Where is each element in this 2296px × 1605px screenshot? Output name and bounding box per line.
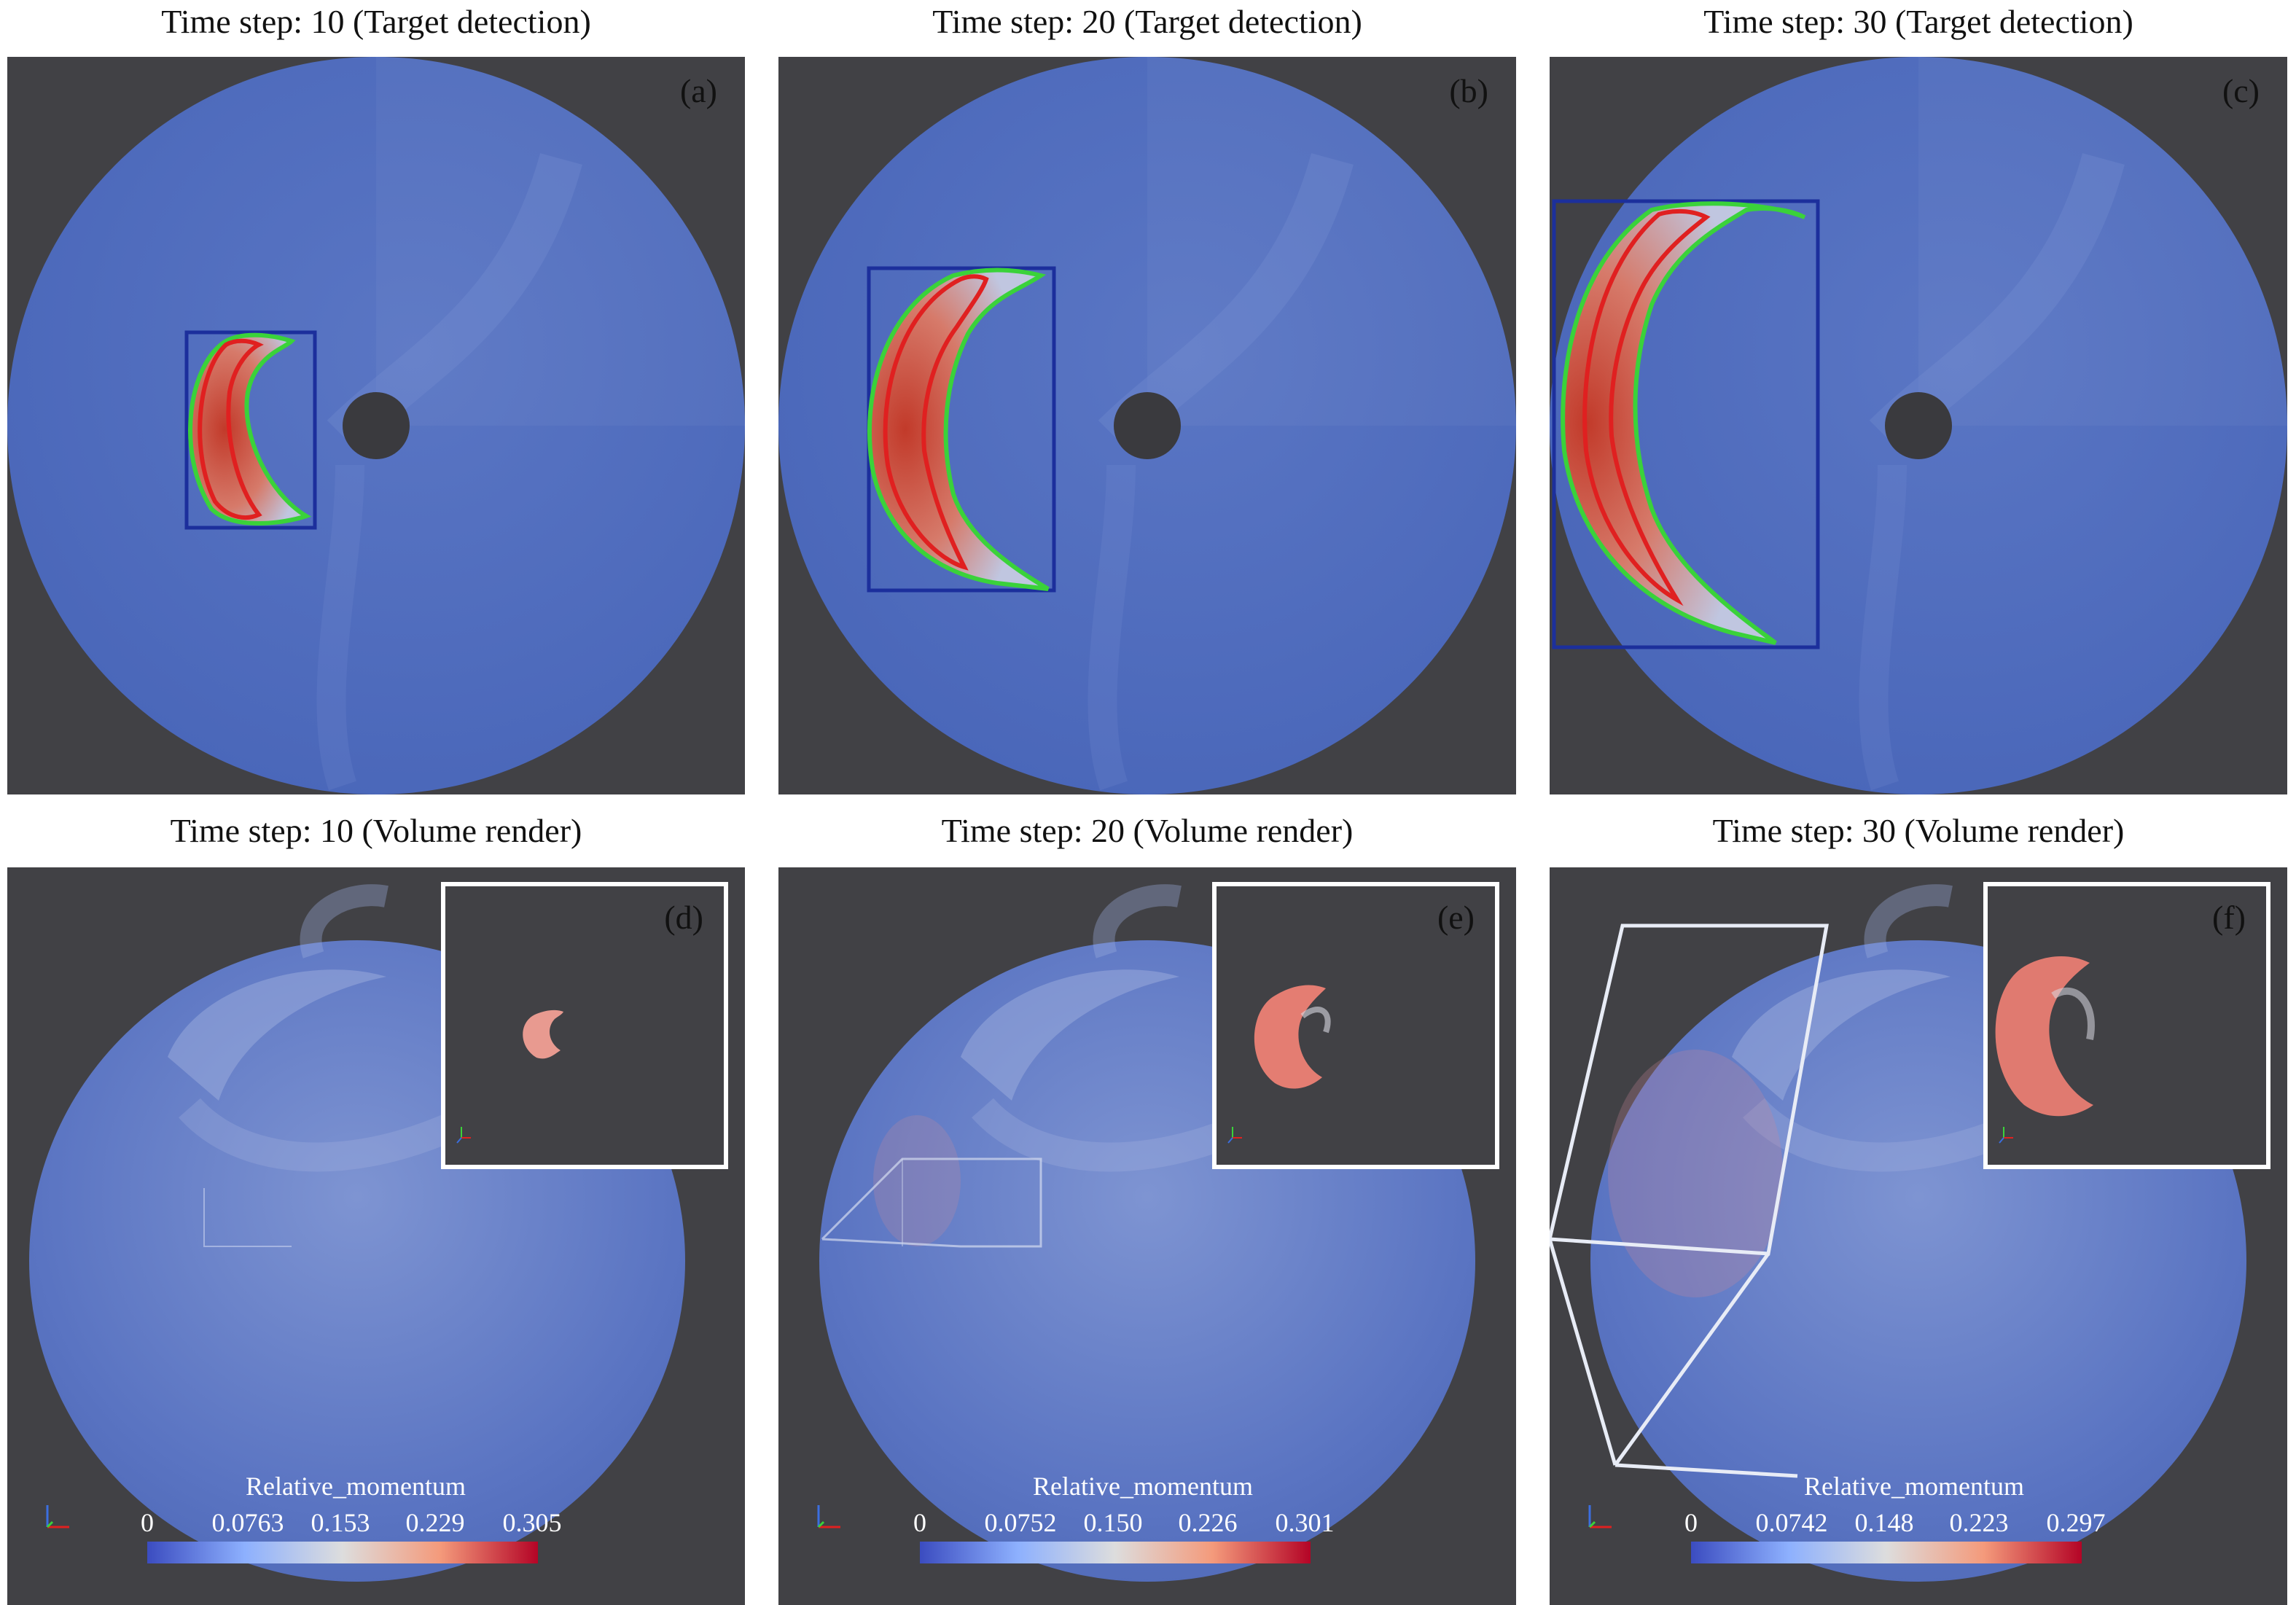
center-hole — [1885, 392, 1952, 459]
inner-contour — [1582, 208, 1711, 606]
tick: 0.153 — [311, 1508, 370, 1537]
tick: 0.150 — [1083, 1508, 1143, 1537]
colorbar-e — [920, 1542, 1311, 1563]
target-volume — [1254, 985, 1326, 1089]
title-c: Time step: 30 (Target detection) — [1703, 3, 2133, 40]
title-b: Time step: 20 (Target detection) — [932, 3, 1362, 40]
tick: 0.229 — [405, 1508, 465, 1537]
label-e: (e) — [1437, 899, 1475, 936]
label-a: (a) — [679, 72, 717, 109]
axes-triad-icon — [46, 1505, 69, 1528]
panel-f: (f) Relative_momentum 0 0.0742 0.148 0.2… — [1550, 867, 2287, 1605]
colorbar-ticks-d: 0 0.0763 0.153 0.229 0.305 — [141, 1507, 570, 1537]
center-hole — [1114, 392, 1181, 459]
target-region — [1563, 203, 1805, 643]
outer-contour — [1561, 201, 1806, 645]
colorbar-title-d: Relative_momentum — [246, 1472, 466, 1501]
bounding-cube — [821, 1157, 1042, 1248]
detection-box — [184, 330, 317, 530]
title-a: Time step: 10 (Target detection) — [161, 3, 591, 40]
panel-b: (b) — [778, 57, 1516, 794]
inset-d: (d) — [441, 882, 728, 1169]
title-e: Time step: 20 (Volume render) — [941, 812, 1354, 849]
title-d: Time step: 10 (Volume render) — [170, 812, 582, 849]
tick: 0.0752 — [984, 1508, 1057, 1537]
tick: 0.301 — [1275, 1508, 1335, 1537]
target-volume — [523, 1010, 563, 1059]
axes-triad-icon — [1588, 1505, 1612, 1528]
outer-contour — [867, 268, 1050, 591]
inner-contour — [883, 274, 989, 571]
bounding-cube — [1550, 923, 1829, 1256]
detection-box — [1552, 199, 1820, 649]
inset-e: (e) — [1212, 882, 1499, 1169]
inset-f: (f) — [1983, 882, 2270, 1169]
tick: 0.305 — [502, 1508, 562, 1537]
label-c: (c) — [2222, 72, 2260, 109]
axes-triad-icon — [817, 1505, 840, 1528]
title-f: Time step: 30 (Volume render) — [1712, 812, 2125, 849]
tick: 0.0742 — [1755, 1508, 1828, 1537]
panel-a-image — [7, 57, 745, 794]
colorbar-f — [1691, 1542, 2082, 1563]
tick: 0.0763 — [211, 1508, 284, 1537]
tick: 0.148 — [1854, 1508, 1914, 1537]
colorbar-ticks-f: 0 0.0742 0.148 0.223 0.297 — [1684, 1507, 2114, 1537]
target-region — [869, 270, 1048, 589]
tick: 0.297 — [2046, 1508, 2106, 1537]
tick: 0 — [1684, 1508, 1698, 1537]
tick: 0.226 — [1178, 1508, 1238, 1537]
panel-c: (c) — [1550, 57, 2287, 794]
panel-c-image — [1550, 57, 2287, 794]
colorbar-title-f: Relative_momentum — [1804, 1472, 2024, 1501]
tick: 0 — [913, 1508, 926, 1537]
label-f: (f) — [2212, 899, 2246, 936]
panel-a: (a) — [7, 57, 745, 794]
colorbar-ticks-e: 0 0.0752 0.150 0.226 0.301 — [913, 1507, 1343, 1537]
outer-contour — [188, 332, 312, 526]
label-d: (d) — [664, 899, 703, 936]
tick: 0.223 — [1949, 1508, 2009, 1537]
panel-f-image — [1550, 884, 2246, 1582]
target-volume — [1995, 956, 2093, 1117]
panel-b-image — [778, 57, 1516, 794]
center-hole — [343, 392, 410, 459]
tick: 0 — [141, 1508, 154, 1537]
inner-contour — [198, 338, 264, 520]
colorbar-d — [147, 1542, 538, 1563]
colorbar-title-e: Relative_momentum — [1033, 1472, 1253, 1501]
panel-d: (d) Relative_momentum 0 0.0763 0.153 0.2… — [7, 867, 745, 1605]
panel-e: (e) Relative_momentum 0 0.0752 0.150 0.2… — [778, 867, 1516, 1605]
label-b: (b) — [1449, 72, 1488, 109]
